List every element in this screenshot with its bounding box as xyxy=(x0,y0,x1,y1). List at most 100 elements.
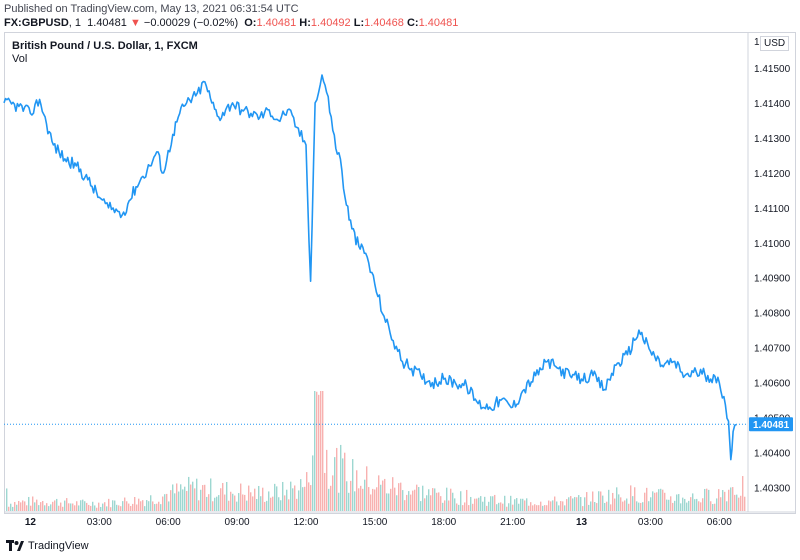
volume-bar xyxy=(216,496,218,511)
volume-bar xyxy=(198,500,200,511)
volume-bar xyxy=(498,502,500,511)
volume-bar xyxy=(638,502,640,511)
volume-bar xyxy=(64,500,66,511)
volume-bar xyxy=(518,503,520,511)
volume-bar xyxy=(90,505,92,511)
tradingview-brand[interactable]: TradingView xyxy=(6,540,89,552)
volume-bar xyxy=(552,500,554,511)
volume-bar xyxy=(178,491,180,511)
volume-bar xyxy=(468,505,470,511)
volume-bar xyxy=(466,489,468,511)
volume-bar xyxy=(702,498,704,511)
time-tick-label: 03:00 xyxy=(87,517,112,528)
volume-bar xyxy=(542,505,544,511)
volume-bar xyxy=(456,503,458,511)
volume-bar xyxy=(696,498,698,511)
volume-bar xyxy=(452,492,454,511)
price-tick-label: 1.41200 xyxy=(754,169,791,180)
volume-bar xyxy=(594,502,596,511)
volume-bar xyxy=(672,502,674,511)
volume-bar xyxy=(84,501,86,511)
volume-bar xyxy=(32,496,34,511)
volume-bar xyxy=(700,502,702,511)
volume-bar xyxy=(290,481,292,511)
volume-bar xyxy=(388,493,390,511)
volume-bar xyxy=(322,391,324,511)
volume-bar xyxy=(202,485,204,511)
volume-bar xyxy=(236,501,238,511)
volume-bar xyxy=(192,481,194,511)
volume-bar xyxy=(172,484,174,511)
volume-bar xyxy=(720,497,722,511)
volume-bar xyxy=(694,499,696,511)
symbol-name[interactable]: FX:GBPUSD xyxy=(4,17,69,29)
volume-bar xyxy=(86,502,88,511)
volume-bar xyxy=(442,502,444,511)
volume-bar xyxy=(574,497,576,511)
volume-bar xyxy=(538,505,540,511)
volume-bar xyxy=(660,488,662,511)
price-tick-label: 1.41500 xyxy=(754,64,791,75)
low-value: 1.40468 xyxy=(364,17,404,29)
volume-bar xyxy=(250,492,252,511)
volume-bar xyxy=(656,492,658,511)
volume-bar xyxy=(560,501,562,511)
volume-bar xyxy=(604,502,606,511)
volume-bar xyxy=(244,494,246,511)
volume-bar xyxy=(584,497,586,511)
volume-bar xyxy=(464,502,466,511)
currency-button[interactable]: USD xyxy=(760,36,790,51)
volume-bar xyxy=(644,492,646,511)
volume-bar xyxy=(82,499,84,511)
volume-bar xyxy=(44,505,46,511)
volume-bar xyxy=(164,494,166,511)
volume-bar xyxy=(500,502,502,511)
volume-bar xyxy=(658,489,660,511)
volume-bar xyxy=(406,494,408,511)
volume-bar xyxy=(504,495,506,511)
volume-bar xyxy=(734,494,736,511)
volume-bar xyxy=(408,491,410,511)
volume-bar xyxy=(298,490,300,511)
volume-bar xyxy=(530,502,532,511)
volume-bar xyxy=(670,496,672,511)
volume-bar xyxy=(156,503,158,511)
volume-bar xyxy=(310,485,312,511)
price-tick-label: 1.40900 xyxy=(754,274,791,285)
volume-bar xyxy=(572,498,574,511)
volume-bar xyxy=(462,505,464,511)
volume-bar xyxy=(360,485,362,511)
volume-bar xyxy=(114,500,116,511)
volume-bar xyxy=(134,497,136,511)
volume-bar xyxy=(316,391,318,511)
volume-bar xyxy=(344,452,346,511)
volume-bar xyxy=(68,503,70,511)
volume-bar xyxy=(520,498,522,511)
volume-bar xyxy=(232,493,234,511)
volume-bar xyxy=(704,488,706,511)
volume-bar xyxy=(200,489,202,511)
volume-bar xyxy=(682,497,684,511)
volume-bar xyxy=(648,501,650,511)
volume-bar xyxy=(628,503,630,511)
volume-bar xyxy=(646,487,648,511)
volume-bar xyxy=(372,488,374,511)
volume-bar xyxy=(24,501,26,511)
volume-bar xyxy=(174,493,176,511)
volume-bar xyxy=(550,501,552,511)
volume-bar xyxy=(716,498,718,511)
volume-bar xyxy=(288,499,290,511)
volume-bar xyxy=(274,483,276,511)
last-price-badge-label: 1.40481 xyxy=(753,420,790,431)
volume-bar xyxy=(710,501,712,511)
volume-bar xyxy=(516,498,518,511)
volume-bar xyxy=(484,496,486,511)
volume-bar xyxy=(120,506,122,511)
volume-bar xyxy=(340,444,342,511)
price-tick-label: 1.40700 xyxy=(754,344,791,355)
volume-bar xyxy=(188,476,190,511)
volume-bar xyxy=(182,489,184,511)
volume-bar xyxy=(270,497,272,511)
volume-bar xyxy=(230,491,232,511)
